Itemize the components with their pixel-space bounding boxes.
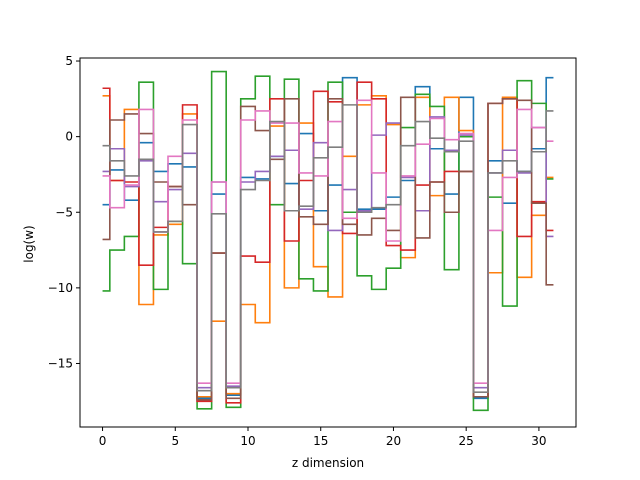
y-tick-label: −10 [48,281,73,295]
x-tick-label: 15 [313,434,328,448]
series-line-8 [102,104,554,394]
series-line-7 [102,99,554,384]
y-tick-label: −15 [48,356,73,370]
x-tick-label: 5 [171,434,179,448]
x-tick-label: 0 [99,434,107,448]
series-layer [102,70,554,412]
y-tick-label: 0 [65,130,73,144]
x-tick-label: 10 [240,434,255,448]
axes-layer: 0 5 10 15 20 25 30 −15 −10 −5 0 5 [48,54,577,448]
y-tick-label: −5 [55,205,73,219]
x-tick-label: 20 [386,434,401,448]
x-tick-label: 25 [459,434,474,448]
plot-frame [79,57,577,428]
x-tick-label: 30 [531,434,546,448]
y-axis-label: log(w) [22,225,36,262]
y-tick-label: 5 [65,54,73,68]
x-axis-label: z dimension [292,456,364,470]
